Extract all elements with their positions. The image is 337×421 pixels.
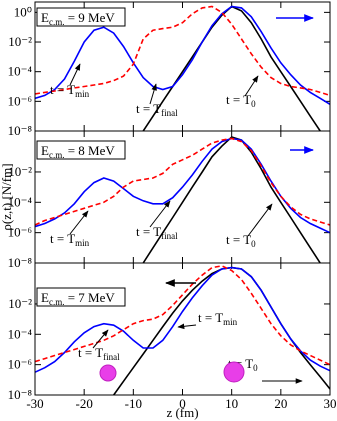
annotation-sub: 0: [251, 99, 256, 109]
annotation-sub: min: [75, 89, 90, 99]
annotation: t = Tfinal: [78, 345, 120, 362]
label-box: [36, 287, 126, 307]
label-main: E: [41, 290, 49, 305]
annotation-text: t = T: [50, 82, 75, 97]
label-sub: c.m.: [49, 150, 65, 160]
series-line: [142, 136, 321, 263]
series-line: [35, 265, 330, 366]
annotation-arrow: [149, 200, 171, 228]
annotation-sub: min: [75, 238, 90, 248]
y-tick-label: 10⁻⁸: [8, 255, 33, 270]
annotation: t = Tfinal: [136, 101, 178, 118]
y-tick-label: 10⁻⁸: [8, 387, 33, 402]
series-line: [113, 266, 330, 395]
annotation: t = T0: [226, 232, 256, 249]
nucleus: [99, 364, 117, 382]
annotation-text: t = T: [226, 232, 251, 247]
label-main: E: [41, 10, 49, 25]
annotation-sub: final: [103, 352, 120, 362]
plot-area: [35, 5, 330, 131]
annotation-arrow: [92, 329, 109, 349]
y-tick-label: 10⁻⁶: [8, 357, 32, 372]
annotation-text: t = T: [78, 345, 103, 360]
annotation-arrow: [69, 63, 81, 86]
y-tick-label: 10⁰: [14, 4, 32, 19]
annotation: t = Tmin: [50, 231, 90, 248]
panel-label: Ec.m. = 9 MeV: [41, 10, 115, 27]
annotation-arrow: [69, 210, 89, 235]
nucleus: [223, 361, 245, 383]
panel-label: Ec.m. = 8 MeV: [41, 143, 115, 160]
annotation: t = Tmin: [50, 82, 90, 99]
series-line: [35, 266, 330, 373]
y-tick-label: 10⁻⁴: [8, 64, 33, 79]
series-line: [35, 5, 330, 105]
panel-label: Ec.m. = 7 MeV: [41, 290, 115, 307]
annotation-text: t = T: [50, 231, 75, 246]
x-tick-label: -20: [75, 396, 92, 411]
y-tick-label: 10⁻⁶: [8, 93, 32, 108]
annotation-sub: 0: [251, 239, 256, 249]
label-sub: c.m.: [49, 17, 65, 27]
label-box: [36, 140, 126, 160]
label-sub: c.m.: [49, 297, 65, 307]
annotation: t = Tfinal: [136, 224, 178, 241]
y-tick-label: 10⁻⁴: [8, 326, 33, 341]
x-tick-label: 0: [179, 396, 186, 411]
annotation-arrow: [244, 75, 259, 97]
y-tick-label: 10⁻²: [8, 34, 32, 49]
label-rest: = 7 MeV: [64, 290, 115, 305]
annotation-sub: final: [161, 231, 178, 241]
annotation-arrow: [247, 203, 273, 237]
x-tick-label: 30: [324, 396, 337, 411]
annotation-sub: min: [223, 317, 238, 327]
x-tick-label: -30: [26, 396, 43, 411]
annotation-sub: final: [161, 108, 178, 118]
label-box: [36, 7, 126, 27]
annotation-sub: 0: [253, 363, 258, 373]
label-main: E: [41, 143, 49, 158]
y-tick-label: 10⁻⁴: [8, 194, 33, 209]
y-axis-label: ρ(z,t) [N/fm]: [0, 163, 14, 230]
x-tick-label: 20: [274, 396, 287, 411]
plot-area: [35, 136, 330, 263]
y-tick-label: 10⁻⁸: [8, 123, 33, 138]
annotation-arrow: [177, 323, 197, 330]
label-rest: = 9 MeV: [64, 10, 115, 25]
series-line: [35, 137, 330, 226]
annotation: t = Tmin: [198, 310, 238, 327]
y-tick-label: 10⁻⁶: [8, 225, 32, 240]
x-tick-label: 10: [225, 396, 238, 411]
y-tick-label: 10⁻²: [8, 164, 32, 179]
frame: [34, 262, 331, 396]
annotation-text: t = T: [136, 101, 161, 116]
annotation-text: t = T: [136, 224, 161, 239]
annotation-text: t = T: [226, 92, 251, 107]
annotation-arrow: [149, 83, 157, 105]
plot-area: [35, 265, 330, 395]
label-rest: = 8 MeV: [64, 143, 115, 158]
annotation-text: t = T: [198, 310, 223, 325]
series-line: [35, 5, 330, 97]
annotation: t = T0: [226, 92, 256, 109]
y-tick-label: 10⁻²: [8, 296, 32, 311]
x-axis-label: z (fm): [166, 405, 198, 420]
x-tick-label: -10: [125, 396, 142, 411]
